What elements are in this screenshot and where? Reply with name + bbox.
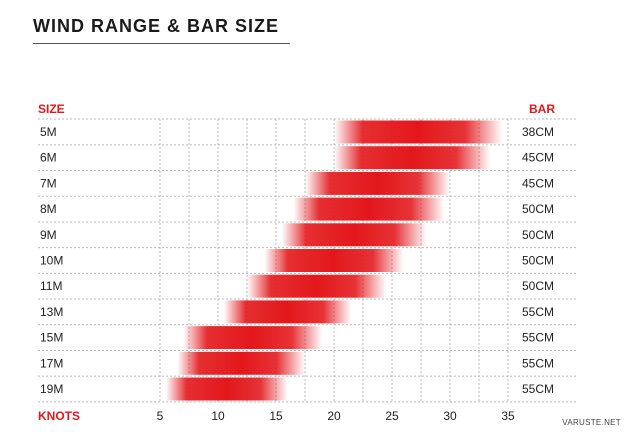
- bar-size-label: 45CM: [522, 151, 554, 165]
- size-label: 6M: [40, 151, 57, 165]
- size-label: 5M: [40, 125, 57, 139]
- size-label: 8M: [40, 202, 57, 216]
- bar-size-label: 45CM: [522, 176, 554, 190]
- title-underline: [33, 43, 290, 44]
- watermark: VARUSTE.NET: [562, 418, 621, 427]
- range-bar-5m: [334, 120, 503, 144]
- range-bar-15m: [183, 326, 323, 350]
- range-bar-10m: [264, 249, 404, 272]
- bar-header: BAR: [529, 102, 555, 116]
- range-bar-6m: [334, 146, 491, 170]
- size-header: SIZE: [38, 102, 65, 116]
- size-label: 10M: [40, 254, 63, 268]
- bar-size-label: 50CM: [522, 254, 554, 268]
- range-bar-9m: [281, 223, 427, 247]
- size-label: 13M: [40, 305, 63, 319]
- size-label: 17M: [40, 356, 63, 370]
- x-tick-label: 10: [211, 409, 225, 423]
- range-bar-19m: [165, 377, 288, 401]
- size-label: 9M: [40, 228, 57, 242]
- range-bar-13m: [223, 300, 352, 324]
- range-bar-17m: [177, 351, 305, 375]
- bar-size-label: 55CM: [522, 356, 554, 370]
- range-bar-11m: [247, 274, 387, 298]
- size-label: 7M: [40, 176, 57, 190]
- size-label: 19M: [40, 382, 63, 396]
- x-tick-label: 25: [385, 409, 399, 423]
- bar-size-label: 50CM: [522, 202, 554, 216]
- x-tick-label: 15: [269, 409, 283, 423]
- bar-size-label: 55CM: [522, 305, 554, 319]
- range-bar-7m: [305, 171, 450, 195]
- x-tick-label: 35: [501, 409, 515, 423]
- size-label: 11M: [40, 279, 62, 293]
- bar-size-label: 55CM: [522, 331, 554, 345]
- bar-size-label: 50CM: [522, 279, 554, 293]
- bar-size-label: 38CM: [522, 125, 554, 139]
- range-bars: [165, 120, 503, 401]
- knots-label: KNOTS: [38, 409, 80, 423]
- x-tick-label: 20: [327, 409, 341, 423]
- chart-title: WIND RANGE & BAR SIZE: [33, 16, 279, 36]
- x-tick-label: 30: [443, 409, 457, 423]
- size-label: 15M: [40, 331, 63, 345]
- range-bar-8m: [293, 197, 445, 221]
- labels: SIZE BAR KNOTS 5M 38CM 6M 45CM 7M 45CM 8M 50CM 9…: [38, 102, 555, 423]
- bar-size-label: 55CM: [522, 382, 554, 396]
- x-tick-label: 5: [157, 409, 164, 423]
- bar-size-label: 50CM: [522, 228, 554, 242]
